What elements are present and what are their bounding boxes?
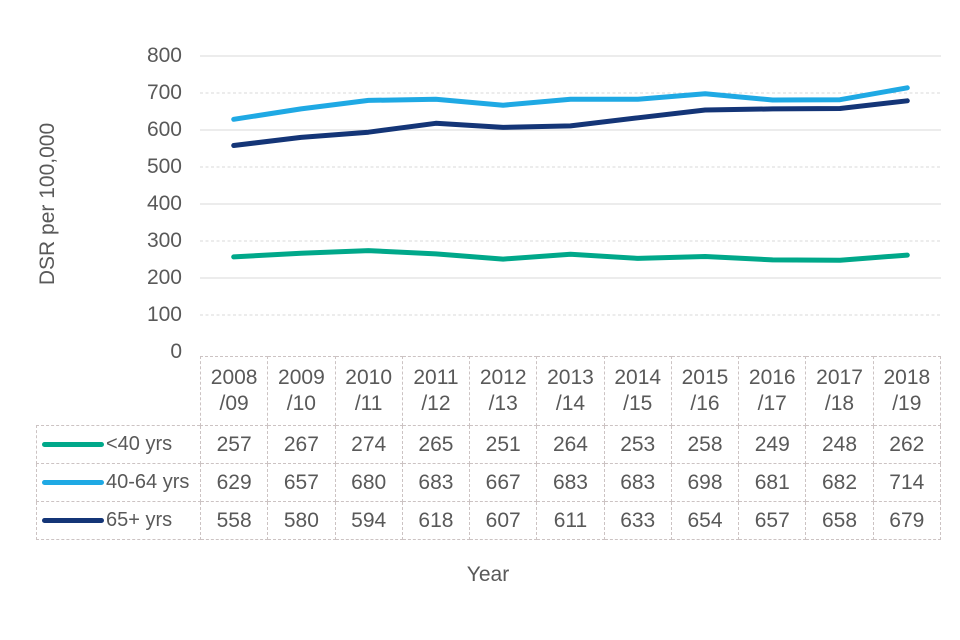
- value-cell: 264: [536, 425, 605, 464]
- table-row: 40-64 yrs 629 657 680 683 667 683 683 698 681 682 7…: [36, 463, 942, 502]
- legend-line-icon: [42, 480, 104, 485]
- value-cell: 657: [738, 501, 807, 540]
- year-header-cell: 2015/16: [670, 356, 740, 426]
- value-cell: 680: [334, 463, 403, 502]
- value-cell: 679: [872, 501, 942, 540]
- value-cell: 580: [267, 501, 336, 540]
- legend-line-icon: [42, 518, 104, 523]
- year-header-cell: 2012/13: [469, 356, 538, 426]
- year-header-cell: 2008/09: [199, 356, 269, 426]
- value-cell: 249: [738, 425, 807, 464]
- value-cell: 607: [469, 501, 538, 540]
- y-tick-label: 100: [146, 303, 182, 326]
- legend-label: 65+ yrs: [106, 509, 173, 531]
- year-header-cell: 2009/10: [267, 356, 336, 426]
- year-header-cell: 2013/14: [536, 356, 605, 426]
- legend-cell: 65+ yrs: [36, 501, 201, 540]
- value-cell: 682: [805, 463, 874, 502]
- year-header-cell: 2010/11: [334, 356, 403, 426]
- value-cell: 257: [199, 425, 269, 464]
- table-corner-blank: [37, 357, 201, 426]
- value-cell: 248: [805, 425, 874, 464]
- value-cell: 698: [670, 463, 740, 502]
- value-cell: 683: [603, 463, 672, 502]
- y-tick-label: 800: [146, 44, 182, 67]
- x-axis-title: Year: [466, 563, 510, 586]
- value-cell: 251: [469, 425, 538, 464]
- series-line-2: [231, 98, 910, 148]
- y-tick-label: 300: [146, 229, 182, 252]
- y-tick-label: 600: [146, 118, 182, 141]
- y-tick-label: 200: [146, 266, 182, 289]
- y-tick-label: 400: [146, 192, 182, 215]
- value-cell: 262: [872, 425, 942, 464]
- year-header-cell: 2018/19: [872, 356, 942, 426]
- year-header-cell: 2016/17: [738, 356, 807, 426]
- value-cell: 258: [670, 425, 740, 464]
- value-cell: 618: [401, 501, 471, 540]
- value-cell: 681: [738, 463, 807, 502]
- year-header-cell: 2014/15: [603, 356, 672, 426]
- year-header-cell: 2017/18: [805, 356, 874, 426]
- value-cell: 683: [536, 463, 605, 502]
- legend-label: 40-64 yrs: [106, 471, 190, 493]
- series-line-0: [231, 248, 910, 263]
- value-cell: 629: [199, 463, 269, 502]
- table-row: 65+ yrs 558 580 594 618 607 611 633 654 657 658 679: [36, 501, 942, 540]
- value-cell: 265: [401, 425, 471, 464]
- value-cell: 274: [334, 425, 403, 464]
- y-tick-label: 700: [146, 81, 182, 104]
- value-cell: 558: [199, 501, 269, 540]
- legend-label: <40 yrs: [106, 433, 173, 455]
- value-cell: 267: [267, 425, 336, 464]
- legend-cell: 40-64 yrs: [36, 463, 201, 502]
- series-line-1: [231, 85, 910, 122]
- value-cell: 657: [267, 463, 336, 502]
- legend-line-icon: [42, 442, 104, 447]
- value-cell: 683: [401, 463, 471, 502]
- data-table: 2008/09 2009/10 2010/11 2011/12 2012/13 2013/…: [36, 356, 942, 540]
- y-tick-label: 500: [146, 155, 182, 178]
- value-cell: 658: [805, 501, 874, 540]
- value-cell: 594: [334, 501, 403, 540]
- value-cell: 667: [469, 463, 538, 502]
- table-row: <40 yrs 257 267 274 265 251 264 253 258 249 248 262: [36, 425, 942, 464]
- value-cell: 654: [670, 501, 740, 540]
- year-header-cell: 2011/12: [401, 356, 471, 426]
- y-tick-label: 0: [170, 340, 182, 363]
- value-cell: 611: [536, 501, 605, 540]
- legend-cell: <40 yrs: [36, 425, 201, 464]
- value-cell: 633: [603, 501, 672, 540]
- value-cell: 253: [603, 425, 672, 464]
- value-cell: 714: [872, 463, 942, 502]
